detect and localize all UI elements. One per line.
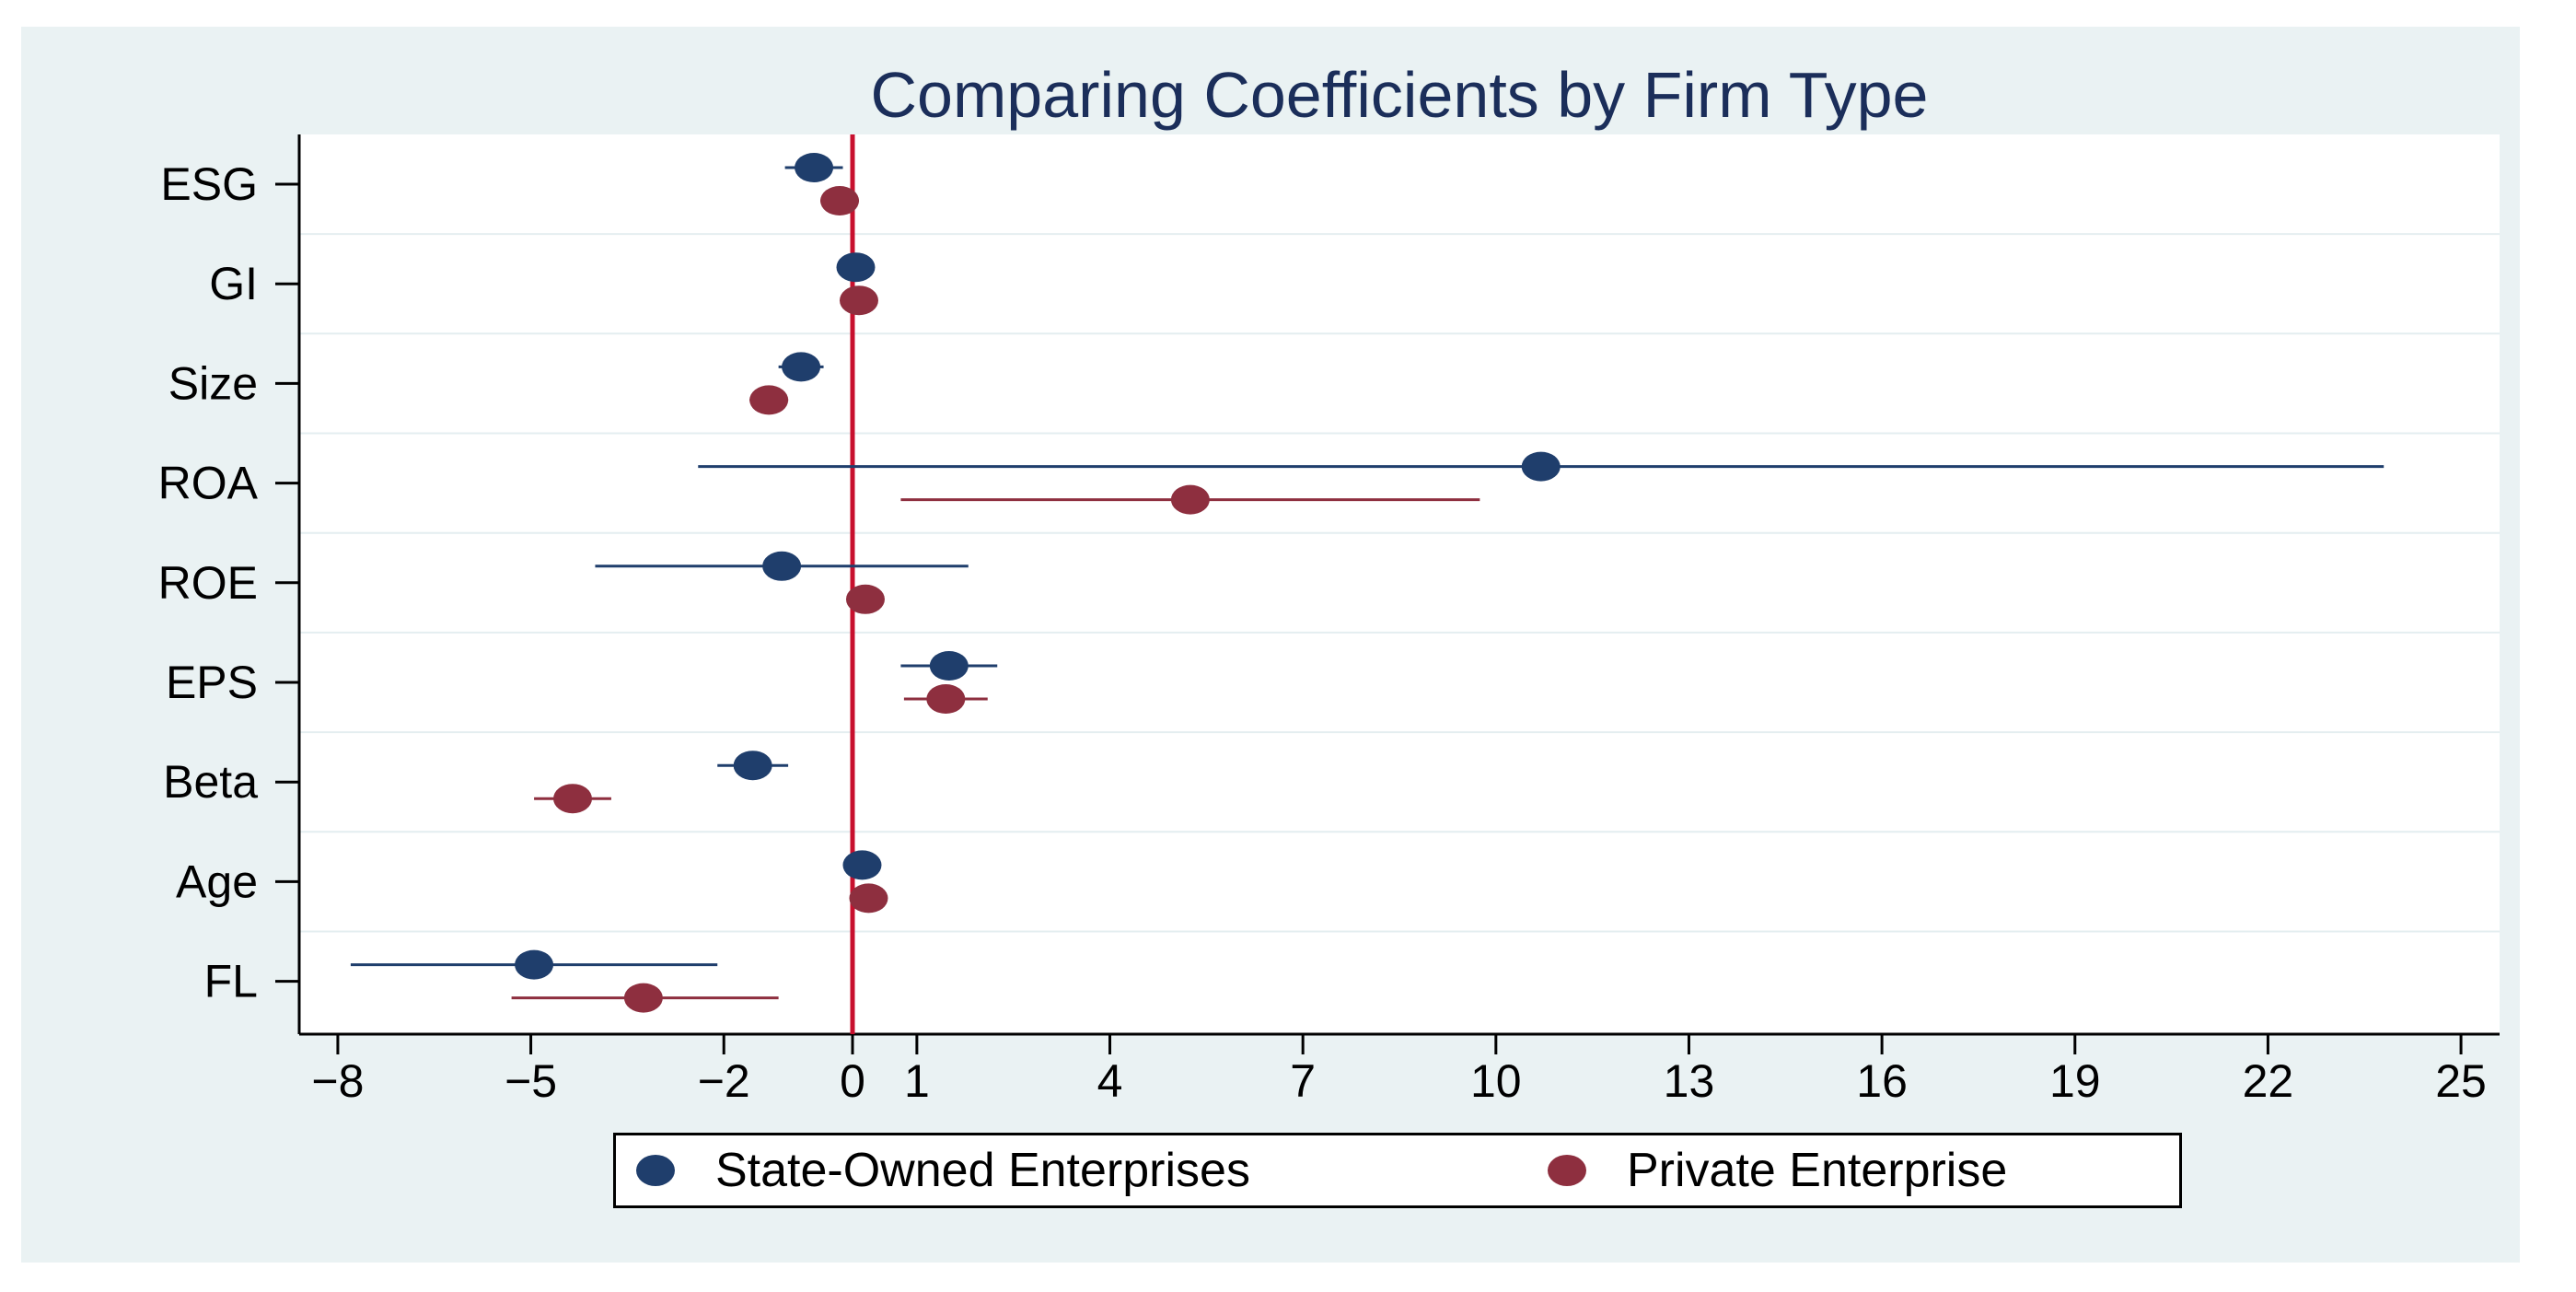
x-tick-label: 4: [1097, 1055, 1123, 1107]
point-size: [749, 385, 789, 415]
x-tick-label: 10: [1470, 1055, 1522, 1107]
legend-item-private: Private Enterprise: [1548, 1135, 2007, 1205]
y-tick-label-beta: Beta: [163, 756, 258, 808]
y-tick-label-gi: GI: [209, 258, 258, 309]
point-fl: [515, 949, 554, 980]
point-fl: [623, 983, 663, 1013]
plot-area: [299, 134, 2500, 1034]
point-eps: [929, 651, 969, 681]
point-gi: [839, 285, 878, 316]
legend-marker-soe: [636, 1155, 675, 1186]
x-tick-label: −8: [311, 1055, 364, 1107]
point-esg: [795, 153, 834, 182]
x-tick-label: 13: [1664, 1055, 1715, 1107]
y-tick-label-esg: ESG: [160, 158, 258, 210]
y-tick-label-roe: ROE: [158, 557, 258, 609]
y-tick-label-eps: EPS: [166, 657, 258, 708]
point-beta: [553, 784, 593, 814]
y-tick-label-fl: FL: [204, 956, 258, 1007]
point-roa: [1521, 451, 1561, 482]
legend-marker-private: [1548, 1155, 1586, 1186]
x-tick-label: 0: [840, 1055, 865, 1107]
x-tick-label: −5: [505, 1055, 557, 1107]
gridlines: [299, 233, 2500, 933]
point-roe: [845, 584, 885, 614]
y-tick-label-roa: ROA: [158, 458, 259, 509]
x-tick-label: 25: [2435, 1055, 2487, 1107]
x-tick-label: 7: [1290, 1055, 1316, 1107]
x-tick-label: 1: [904, 1055, 930, 1107]
legend: State-Owned Enterprises Private Enterpri…: [613, 1133, 2182, 1208]
point-size: [782, 352, 821, 382]
x-tick-label: 16: [1856, 1055, 1908, 1107]
point-beta: [733, 751, 772, 781]
x-tick-label: 22: [2243, 1055, 2294, 1107]
legend-label-private: Private Enterprise: [1627, 1144, 2008, 1197]
point-roe: [762, 551, 802, 581]
legend-item-soe: State-Owned Enterprises: [636, 1135, 1250, 1205]
x-tick-label: −2: [698, 1055, 750, 1107]
legend-label-soe: State-Owned Enterprises: [715, 1144, 1250, 1197]
point-roa: [1170, 484, 1210, 515]
point-age: [842, 850, 882, 880]
axes: ESG GI Size ROA ROE EPS Beta Age FL −8 −5 −2 0 1 4 7 10 1…: [158, 134, 2500, 1107]
point-esg: [820, 186, 860, 215]
y-tick-label-size: Size: [168, 357, 258, 409]
series-private-enterprise: [511, 186, 1480, 1013]
y-tick-label-age: Age: [176, 856, 258, 907]
data-marks: [350, 153, 2385, 1013]
point-eps: [926, 684, 966, 714]
x-tick-label: 19: [2049, 1055, 2101, 1107]
chart-title: Comparing Coefficients by Firm Type: [870, 59, 1929, 131]
point-age: [849, 883, 888, 914]
series-state-owned-enterprises: [350, 153, 2385, 980]
point-gi: [836, 252, 876, 283]
